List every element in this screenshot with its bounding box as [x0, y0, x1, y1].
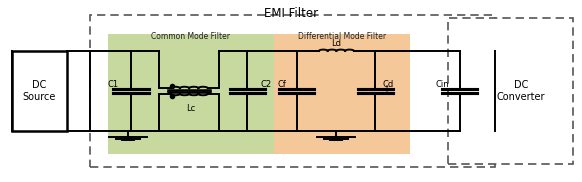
Bar — [274, 34, 410, 154]
Text: C2: C2 — [260, 80, 271, 90]
Bar — [448, 18, 573, 164]
Text: Differential Mode Filter: Differential Mode Filter — [297, 32, 386, 41]
Text: DC
Converter: DC Converter — [496, 80, 545, 102]
Bar — [90, 15, 495, 167]
Text: Cd: Cd — [382, 80, 393, 89]
Text: Cin: Cin — [436, 80, 449, 90]
Text: DC
Source: DC Source — [23, 80, 56, 102]
Text: EMI Filter: EMI Filter — [264, 7, 318, 20]
Text: Common Mode Filter: Common Mode Filter — [151, 32, 230, 41]
Text: Ld: Ld — [331, 39, 342, 48]
Text: Cf: Cf — [278, 80, 286, 90]
Bar — [12, 51, 67, 131]
Text: Lc: Lc — [186, 104, 196, 113]
Text: C1: C1 — [107, 80, 118, 90]
Bar — [108, 34, 274, 154]
Text: +: + — [382, 84, 391, 94]
